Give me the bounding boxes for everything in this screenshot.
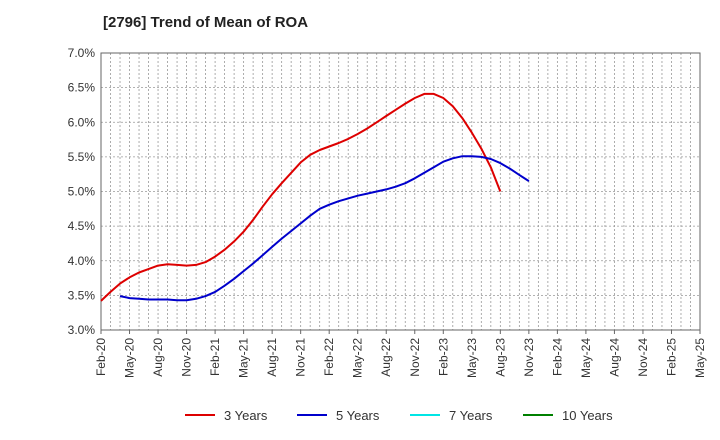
x-tick-label: May-22	[351, 338, 365, 378]
y-tick-label: 3.5%	[68, 288, 96, 302]
x-tick-label: May-23	[465, 338, 479, 378]
x-tick-label: Nov-22	[408, 338, 422, 377]
plot-frame	[100, 52, 701, 331]
x-tick-label: Aug-24	[607, 338, 621, 377]
series-line-3-years	[100, 92, 502, 302]
y-tick-label: 7.0%	[68, 46, 96, 60]
y-tick-label: 5.5%	[68, 150, 96, 164]
x-tick-label: Feb-21	[208, 338, 222, 376]
plot-area	[101, 53, 700, 330]
legend-label: 7 Years	[449, 408, 493, 423]
x-tick-label: May-20	[123, 338, 137, 378]
chart-title: [2796] Trend of Mean of ROA	[103, 14, 309, 31]
x-tick-label: Feb-20	[94, 338, 108, 376]
legend-label: 10 Years	[562, 408, 613, 423]
x-tick-label: Nov-21	[294, 338, 308, 377]
x-tick-label: May-21	[237, 338, 251, 378]
x-tick-label: Feb-24	[550, 338, 564, 376]
x-tick-label: Feb-23	[436, 338, 450, 376]
x-tick-label: Aug-23	[493, 338, 507, 377]
legend-label: 5 Years	[336, 408, 380, 423]
legend-label: 3 Years	[224, 408, 268, 423]
y-tick-label: 3.0%	[68, 323, 96, 337]
y-tick-label: 4.0%	[68, 254, 96, 268]
y-tick-label: 6.5%	[68, 81, 96, 95]
x-tick-label: Aug-21	[265, 338, 279, 377]
x-tick-label: Nov-23	[522, 338, 536, 377]
series-line-5-years	[119, 155, 530, 302]
y-tick-label: 6.0%	[68, 115, 96, 129]
x-tick-label: Feb-22	[322, 338, 336, 376]
x-tick-label: Nov-20	[180, 338, 194, 377]
x-tick-label: May-25	[693, 338, 707, 378]
x-tick-label: Feb-25	[664, 338, 678, 376]
x-tick-label: Aug-20	[151, 338, 165, 377]
x-tick-label: May-24	[579, 338, 593, 378]
y-tick-label: 4.5%	[68, 219, 96, 233]
x-tick-label: Nov-24	[636, 338, 650, 377]
x-tick-label: Aug-22	[379, 338, 393, 377]
y-tick-label: 5.0%	[68, 185, 96, 199]
